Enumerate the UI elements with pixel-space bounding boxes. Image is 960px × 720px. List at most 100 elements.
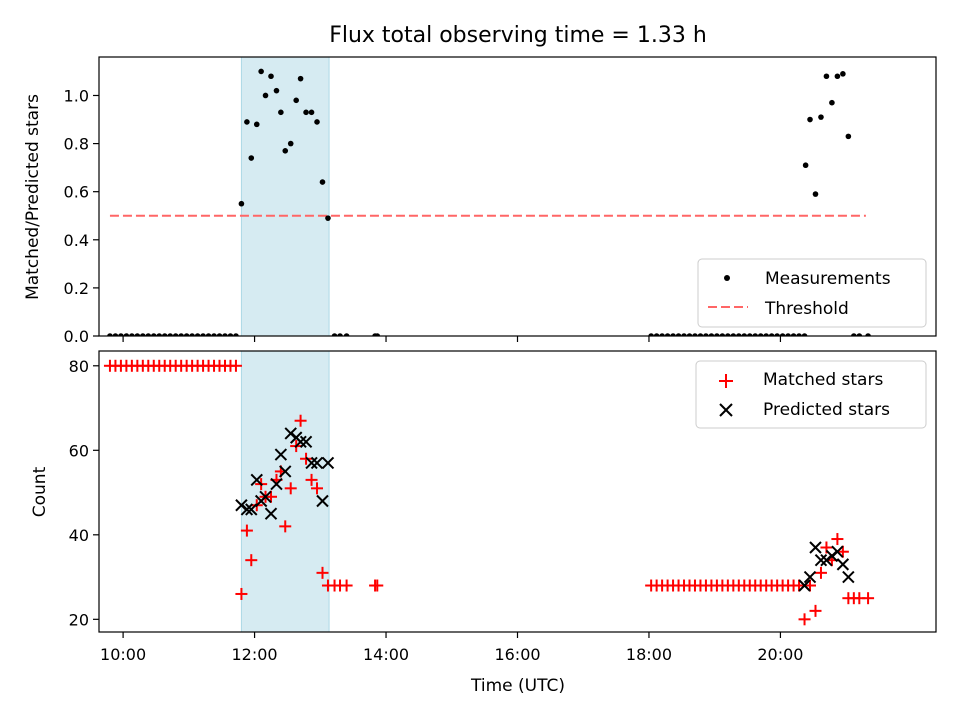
measurement-point: [670, 333, 676, 336]
measurement-point: [785, 333, 791, 336]
bottom-plot-area: 20 40 60 80 10:00 12:00 14:00 16:00 18:00 20:00: [69, 350, 937, 664]
top-y-tick-label: 0.2: [64, 279, 89, 298]
bottom-x-tick-label: 14:00: [363, 645, 409, 664]
bottom-shaded-region: [240, 350, 330, 633]
measurement-point: [343, 333, 350, 336]
measurement-point: [303, 109, 309, 116]
measurement-point: [172, 333, 179, 336]
top-legend: Measurements Threshold: [697, 258, 927, 328]
matched-star-point: [809, 604, 822, 617]
top-plot-area: 0.0 0.2 0.4 0.6 0.8 1.0: [64, 56, 937, 346]
top-shaded-region: [240, 56, 330, 337]
measurement-point: [200, 333, 206, 336]
top-plot-panel: 0.0 0.2 0.4 0.6 0.8 1.0 Matched/Predicted sta…: [23, 56, 937, 346]
measurement-point: [205, 333, 212, 336]
bottom-x-tick-label: 18:00: [626, 645, 672, 664]
bottom-x-tick-label: 16:00: [494, 645, 540, 664]
measurement-point: [112, 333, 119, 336]
predicted-star-point: [803, 570, 817, 584]
top-y-tick-label: 0.6: [64, 183, 89, 202]
measurement-point: [752, 333, 759, 336]
measurement-point: [818, 114, 824, 120]
chart-title: Flux total observing time = 1.33 h: [329, 23, 707, 48]
matched-star-point: [294, 414, 307, 427]
measurement-point: [129, 333, 135, 336]
legend-predicted-label: Predicted stars: [763, 400, 890, 420]
predicted-star-point: [279, 465, 292, 478]
legend-threshold-label: Threshold: [764, 299, 849, 319]
bottom-y-tick-label: 20: [69, 610, 89, 629]
measurement-point: [681, 333, 687, 336]
predicted-star-point: [316, 494, 329, 508]
measurement-point: [648, 333, 654, 336]
measurement-point: [337, 333, 343, 336]
measurement-point: [708, 333, 715, 336]
measurement-point: [840, 71, 846, 77]
measurement-point: [211, 333, 217, 336]
predicted-star-point: [831, 545, 844, 558]
bottom-y-tick-label: 60: [69, 441, 89, 460]
predicted-star-point: [299, 435, 313, 449]
measurement-point: [779, 333, 786, 336]
measurement-point: [227, 333, 234, 336]
measurement-point: [233, 333, 239, 336]
measurement-point: [178, 333, 184, 336]
bottom-x-tick-label: 20:00: [757, 645, 803, 664]
matched-star-point: [316, 566, 329, 579]
predicted-star-point: [310, 456, 324, 470]
top-y-axis-label: Matched/Predicted stars: [23, 94, 43, 300]
predicted-star-point: [809, 541, 822, 554]
measurement-point: [325, 215, 331, 221]
top-legend-frame: [697, 258, 927, 328]
measurement-point: [865, 333, 871, 336]
measurement-point: [262, 92, 269, 99]
measurement-point: [134, 333, 141, 336]
bottom-y-axis-label: Count: [30, 466, 50, 517]
measurement-point: [374, 333, 381, 336]
measurement-point: [807, 116, 813, 123]
bottom-x-tick-label: 10:00: [100, 645, 146, 664]
matched-star-point: [793, 579, 806, 592]
measurement-point: [282, 148, 289, 154]
predicted-star-point: [305, 456, 318, 470]
matched-star-point: [804, 579, 817, 592]
measurement-point: [741, 333, 748, 336]
bottom-legend-frame: [695, 360, 927, 429]
matched-star-point: [836, 545, 849, 558]
measurement-point: [703, 333, 709, 336]
matched-star-point: [340, 579, 353, 592]
measurement-point: [719, 333, 726, 336]
top-y-tick-label: 0.8: [64, 135, 89, 154]
measurement-point: [297, 75, 304, 82]
measurement-point: [216, 333, 223, 336]
matched-star-point: [279, 520, 292, 533]
legend-matched-label: Matched stars: [763, 370, 883, 390]
measurement-point: [763, 333, 769, 336]
measurement-point: [659, 333, 665, 336]
legend-measurements-marker: [724, 275, 730, 281]
legend-predicted-marker: [719, 403, 733, 417]
measurement-point: [801, 333, 808, 336]
measurement-point: [686, 333, 693, 336]
measurement-point: [140, 333, 146, 336]
top-y-tick-label: 0.0: [64, 327, 89, 346]
measurement-point: [692, 333, 698, 336]
bottom-legend: Matched stars Predicted stars: [695, 360, 927, 429]
predicted-star-point: [270, 477, 283, 491]
measurement-point: [248, 155, 255, 161]
matched-star-point: [245, 554, 258, 567]
legend-measurements-label: Measurements: [765, 269, 891, 289]
bottom-y-tick-label: 40: [69, 526, 89, 545]
measurement-point: [118, 333, 124, 336]
measurement-point: [802, 162, 809, 169]
measurement-point: [851, 333, 857, 336]
matched-star-point: [831, 533, 844, 546]
predicted-star-point: [798, 579, 811, 592]
measurement-point: [150, 333, 157, 336]
measurement-point: [189, 333, 195, 336]
measurement-point: [183, 333, 190, 336]
measurement-point: [714, 333, 720, 336]
matched-star-point: [284, 482, 297, 495]
matched-star-point: [235, 587, 248, 600]
matched-star-point: [240, 524, 253, 537]
